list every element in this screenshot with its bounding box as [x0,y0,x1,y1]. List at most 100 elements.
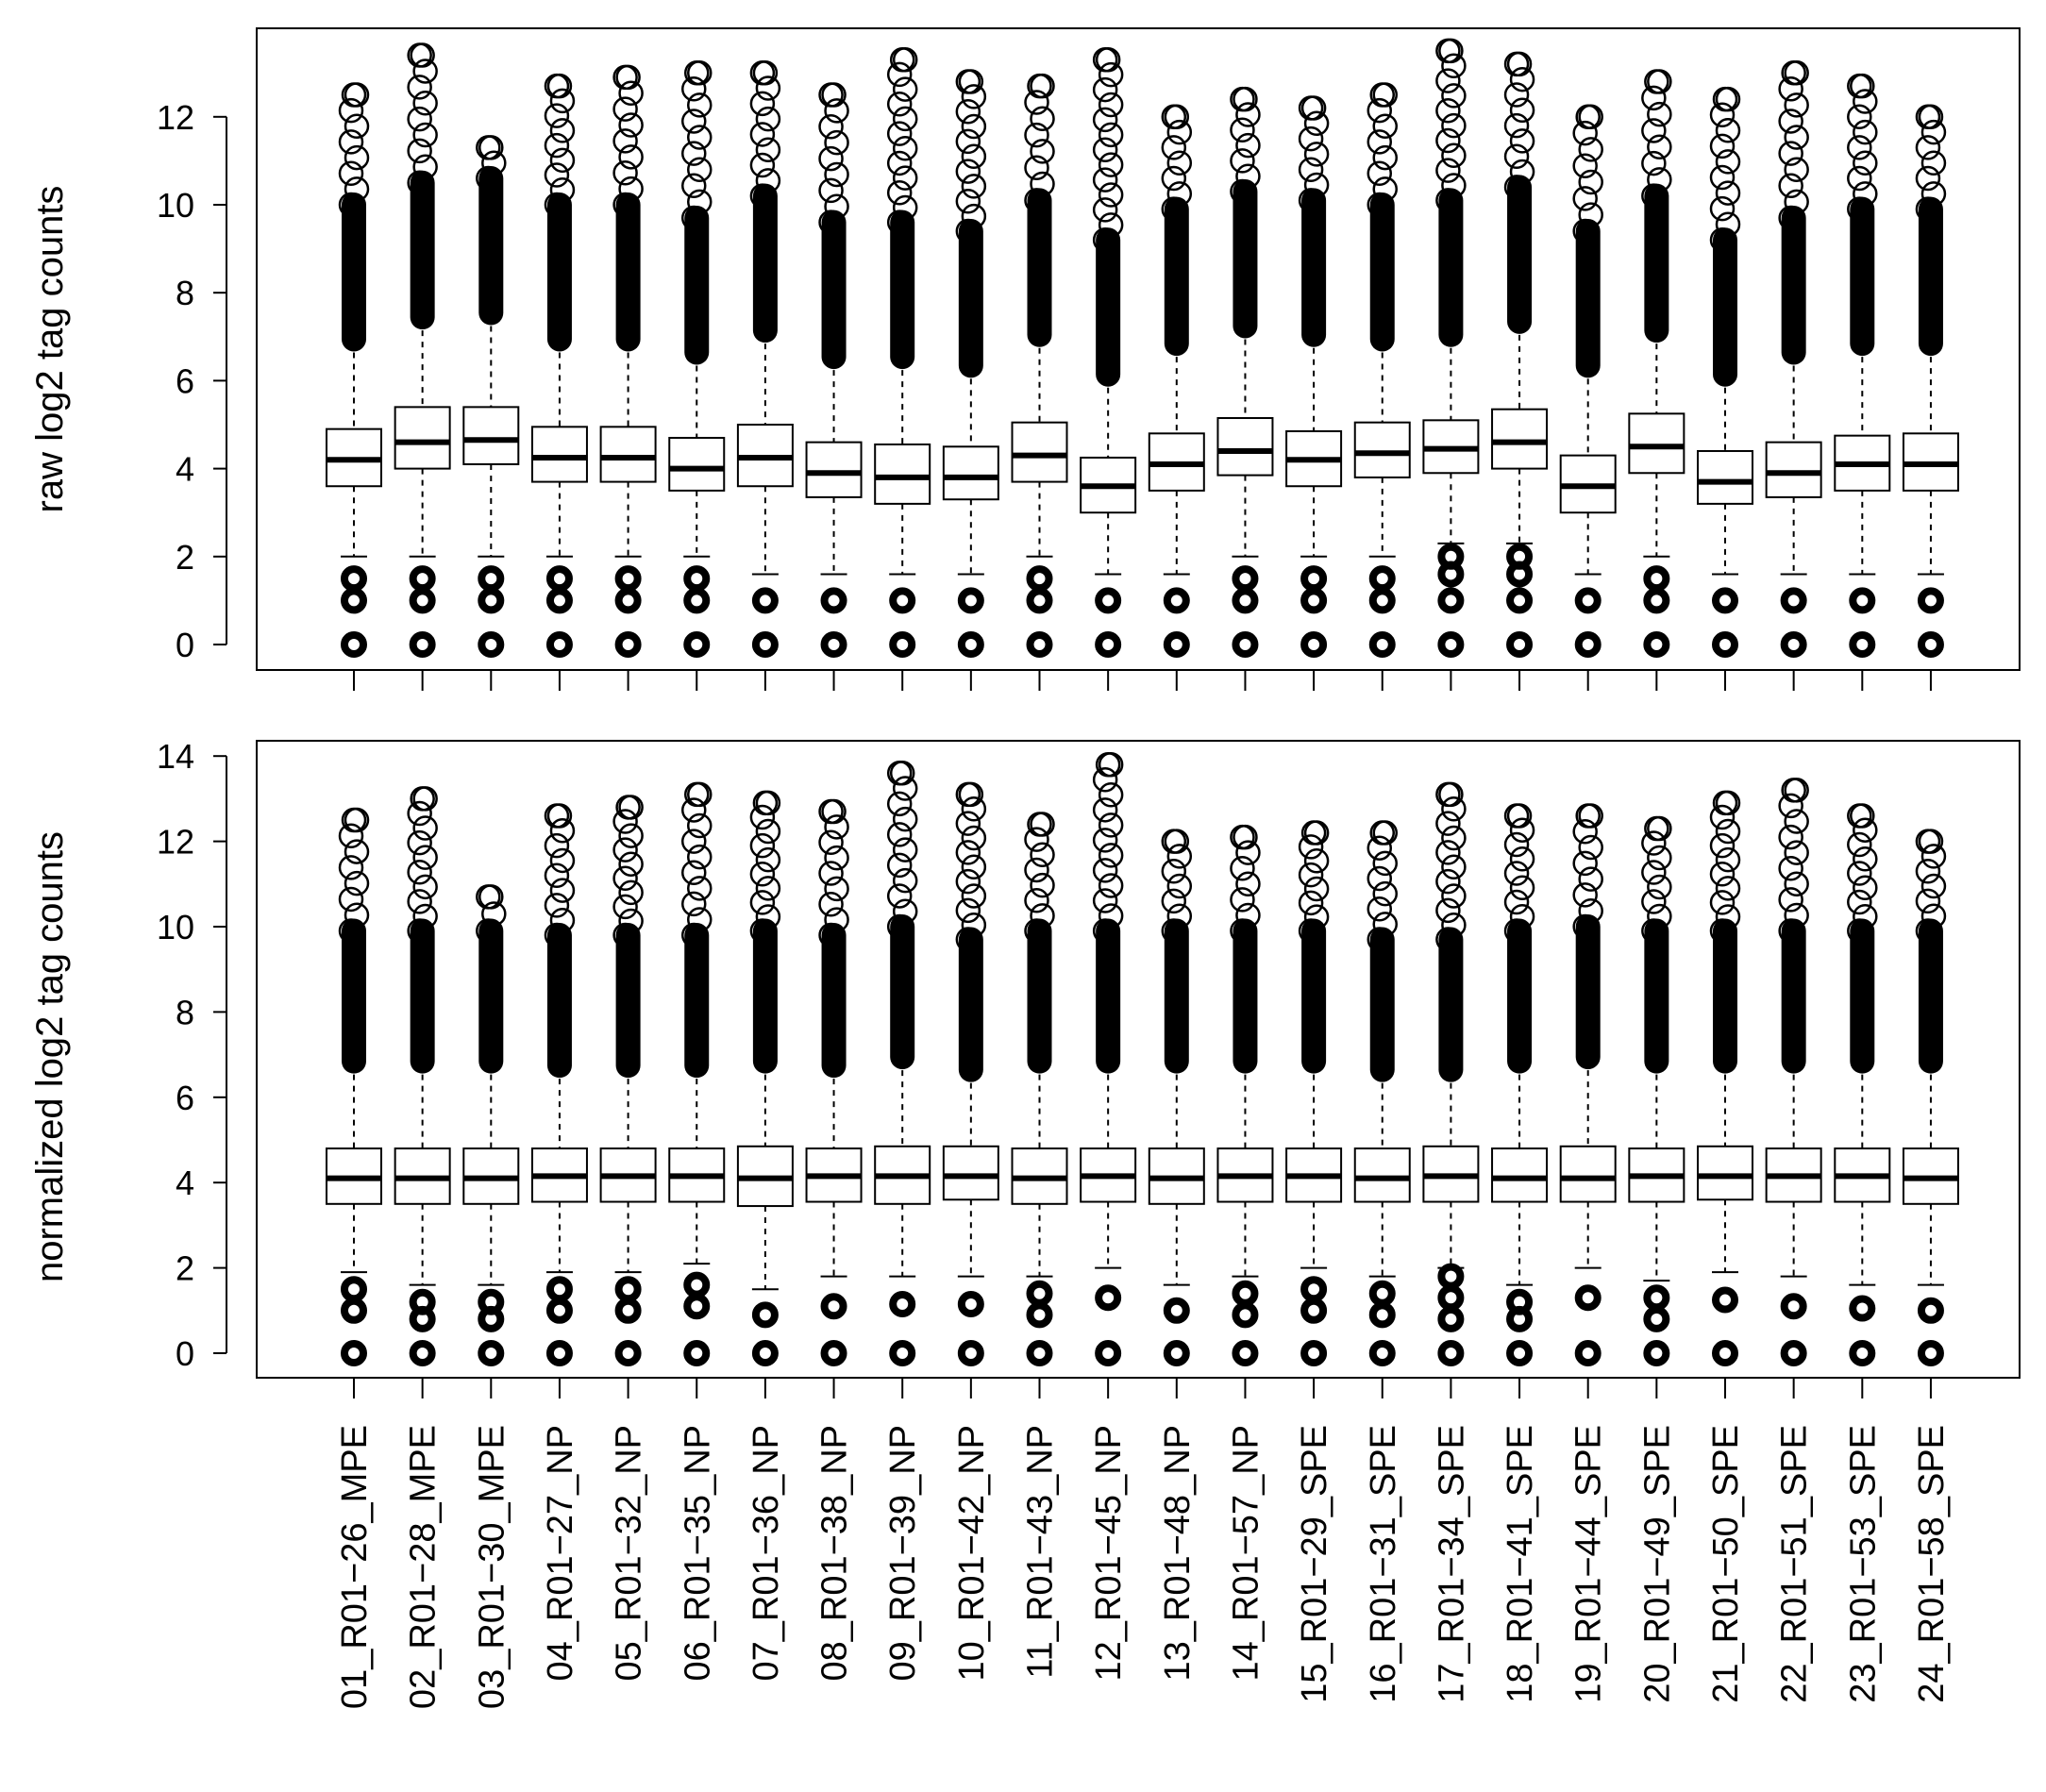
outlier-point [1578,866,1603,892]
outlier-point [1578,202,1603,227]
outlier-point [687,92,713,118]
outlier-point [1024,887,1049,913]
outlier-point [886,209,913,235]
outlier-point [1230,178,1255,205]
low-outlier-point [1300,631,1328,658]
outlier-point [344,902,370,928]
outlier-point [1230,855,1255,881]
outlier-point [1098,92,1124,118]
outlier-point [687,812,713,839]
outlier-point [1098,212,1124,238]
low-outlier-point [1506,587,1534,614]
low-outlier-point [341,1340,367,1366]
low-outlier-point [478,587,505,614]
outlier-point [1915,165,1941,192]
outlier-point [687,844,713,870]
outlier-point [687,125,713,150]
outlier-point [1572,913,1598,940]
outlier-point [1778,887,1803,913]
low-outlier-point [1300,565,1328,593]
outlier-point [1441,825,1467,851]
x-category-label: 07_R01−36_NP [746,1425,786,1682]
low-outlier-point [683,631,711,658]
low-outlier-point [1574,587,1602,614]
outlier-point [407,138,432,164]
outlier-point [618,908,644,934]
outlier-point [549,177,576,203]
outlier-point [544,922,570,948]
outlier-point [1715,180,1741,206]
outlier-point [955,128,981,155]
outlier-point [752,59,779,86]
outlier-point [544,863,570,889]
outlier-point [1503,861,1530,886]
outlier-point [1641,150,1667,176]
outlier-point [1092,167,1118,193]
box-iqr [1697,1145,1753,1201]
y-tick-label: 14 [157,737,194,776]
outlier-point [1235,132,1261,159]
low-outlier-point [1849,631,1876,658]
box-23 [1834,803,1891,1366]
outlier-point [1027,812,1052,837]
outlier-point [749,918,776,944]
outlier-point [1441,53,1467,78]
outlier-point [1092,918,1118,944]
low-outlier-point [1712,1286,1738,1314]
outlier-point [1641,889,1667,914]
outlier-point [681,860,707,885]
outlier-point [824,98,849,124]
outlier-point [1438,781,1464,808]
outlier-point [1030,171,1055,197]
outlier-point [961,796,987,822]
box-19 [1559,104,1617,658]
box-9 [874,761,931,1366]
outlier-point [544,132,570,159]
outlier-point [1572,120,1598,146]
outlier-point [1847,165,1872,192]
outlier-point [1778,205,1803,231]
outlier-point [1092,227,1118,253]
outlier-point [1098,843,1124,868]
outlier-point [412,874,438,900]
outlier-point [412,154,438,180]
low-outlier-point [1643,631,1670,658]
outlier-point [955,840,981,865]
low-outlier-point [1574,1340,1602,1366]
x-category-label: 10_R01−42_NP [952,1425,992,1682]
outlier-point [410,42,435,68]
low-outlier-point [683,565,711,593]
box-5 [599,795,657,1366]
outlier-point [544,162,570,188]
low-outlier-point [889,1340,916,1366]
low-outlier-point [683,1293,711,1320]
outlier-point [1435,927,1461,952]
low-outlier-point [957,631,984,658]
outlier-point [407,800,432,827]
low-outlier-point [957,1291,984,1318]
y-tick-label: 2 [176,538,194,577]
outlier-point [1092,767,1118,793]
outlier-point [544,893,570,918]
outlier-point [1092,888,1118,913]
low-outlier-point [614,587,642,614]
outlier-point [1572,153,1598,178]
x-category-label: 15_R01−29_SPE [1295,1425,1334,1703]
low-outlier-point [751,587,779,614]
outlier-point [1298,862,1324,888]
box-3 [462,135,520,658]
y-tick-label: 10 [157,908,194,946]
outlier-point [824,876,849,902]
outlier-point [1098,812,1124,838]
outlier-point [549,878,576,903]
outlier-point [1709,102,1736,127]
outlier-point [1578,834,1603,861]
outlier-point [749,183,776,209]
outlier-point [1781,778,1806,803]
outlier-point [1030,139,1055,164]
low-outlier-point [1026,631,1053,658]
outlier-point [1367,97,1392,124]
outlier-point [824,193,849,219]
low-outlier-point [1232,631,1259,658]
outlier-point [1367,129,1392,155]
